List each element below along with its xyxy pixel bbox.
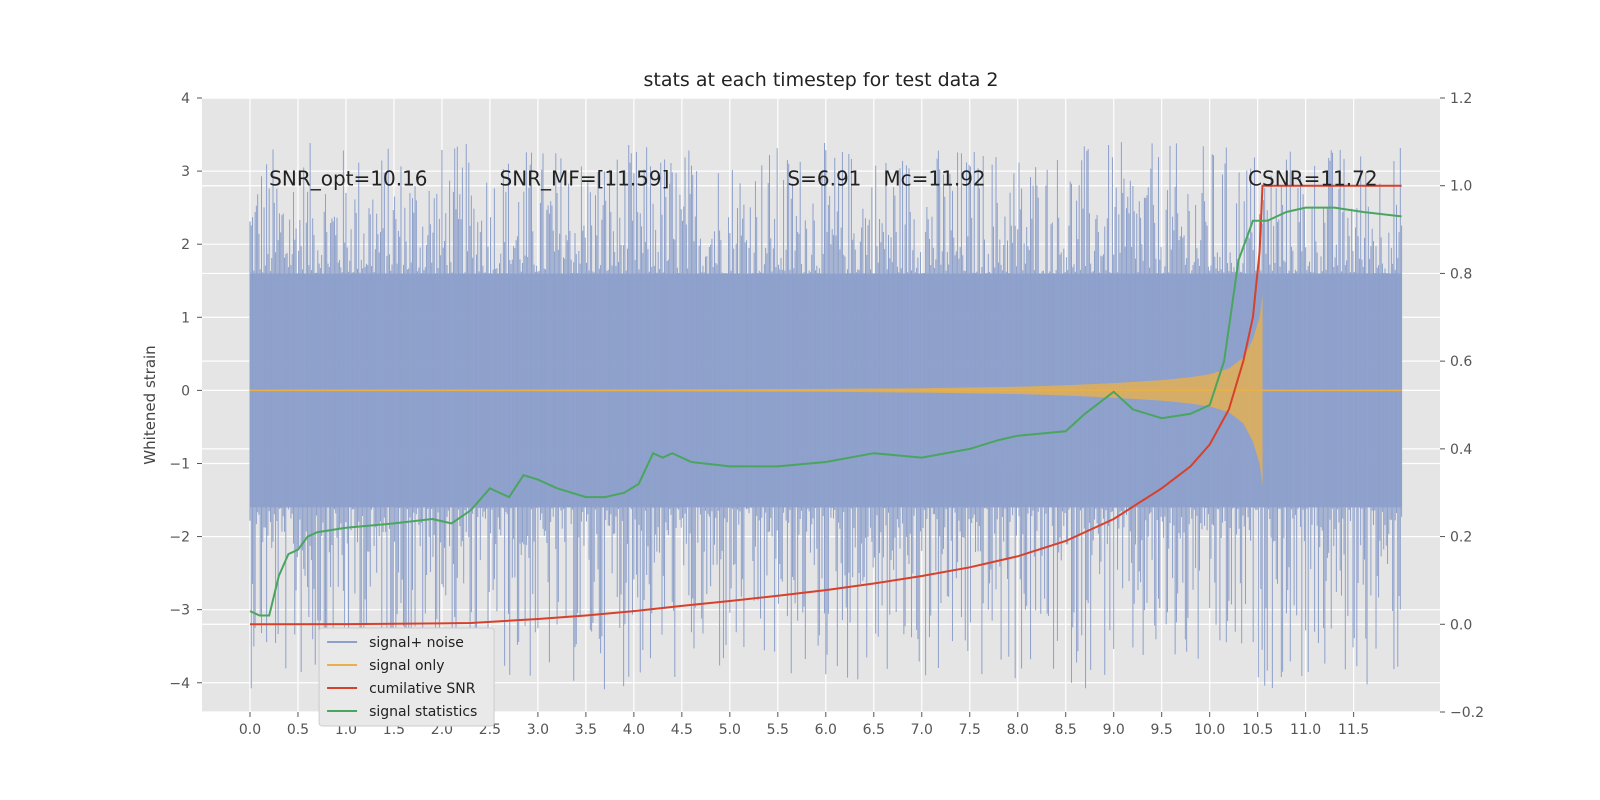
y-right-tick-label: 0.6 bbox=[1450, 354, 1472, 370]
legend-label: signal+ noise bbox=[369, 635, 464, 651]
x-tick-label: 7.0 bbox=[911, 722, 933, 738]
legend-label: cumilative SNR bbox=[369, 681, 476, 697]
y-left-tick-label: −3 bbox=[169, 603, 190, 619]
annotation-csnr: CSNR=11.72 bbox=[1248, 166, 1378, 190]
x-tick-label: 5.5 bbox=[767, 722, 789, 738]
y-axis-right-ticks: 1.2 1.0 0.8 0.6 0.4 0.2 0.0 −0.2 bbox=[1440, 91, 1484, 721]
x-tick-label: 0.0 bbox=[239, 722, 261, 738]
x-tick-label: 5.0 bbox=[719, 722, 741, 738]
y-right-tick-label: −0.2 bbox=[1450, 705, 1484, 721]
legend-label: signal only bbox=[369, 658, 444, 674]
x-tick-label: 6.5 bbox=[863, 722, 885, 738]
y-right-tick-label: 0.0 bbox=[1450, 617, 1472, 633]
y-right-tick-label: 0.2 bbox=[1450, 530, 1472, 546]
legend-box bbox=[318, 627, 495, 727]
annotation-mc-value: Mc=11.92 bbox=[883, 166, 985, 190]
annotation-snr-opt: SNR_opt=10.16 bbox=[269, 166, 427, 190]
x-tick-label: 7.5 bbox=[959, 722, 981, 738]
y-axis-left-ticks: 4 3 2 1 0 −1 −2 −3 −4 bbox=[169, 91, 202, 692]
y-left-tick-label: 3 bbox=[181, 164, 190, 180]
y-axis-label: Whitened strain bbox=[141, 345, 159, 464]
legend: signal+ noise signal only cumilative SNR si… bbox=[318, 627, 495, 727]
x-tick-label: 6.0 bbox=[815, 722, 837, 738]
y-right-tick-label: 1.0 bbox=[1450, 179, 1472, 195]
x-tick-label: 8.5 bbox=[1055, 722, 1077, 738]
x-tick-label: 10.5 bbox=[1242, 722, 1273, 738]
x-tick-label: 10.0 bbox=[1194, 722, 1225, 738]
y-left-tick-label: −1 bbox=[169, 456, 190, 472]
series-signal-only bbox=[249, 295, 1402, 486]
line-signal-statistics bbox=[249, 206, 1402, 617]
x-tick-label: 3.0 bbox=[527, 722, 549, 738]
x-tick-label: 9.0 bbox=[1103, 722, 1125, 738]
y-right-tick-label: 1.2 bbox=[1450, 91, 1472, 107]
x-tick-label: 0.5 bbox=[287, 722, 309, 738]
y-left-tick-label: 0 bbox=[181, 383, 190, 399]
x-tick-label: 8.0 bbox=[1007, 722, 1029, 738]
series-signal-noise bbox=[249, 142, 1403, 690]
legend-label: signal statistics bbox=[369, 704, 477, 720]
y-left-tick-label: 2 bbox=[181, 237, 190, 253]
series-lines bbox=[249, 184, 1402, 626]
y-right-tick-label: 0.8 bbox=[1450, 266, 1472, 282]
y-right-tick-label: 0.4 bbox=[1450, 442, 1472, 458]
x-tick-label: 11.5 bbox=[1338, 722, 1369, 738]
annotation-snr-mf: SNR_MF=[11.59] bbox=[500, 166, 670, 190]
x-tick-label: 11.0 bbox=[1290, 722, 1321, 738]
x-tick-label: 3.5 bbox=[575, 722, 597, 738]
x-tick-label: 9.5 bbox=[1151, 722, 1173, 738]
annotations: SNR_opt=10.16 SNR_MF=[11.59] S=6.91 Mc=11.9… bbox=[269, 166, 1377, 190]
x-tick-label: 4.5 bbox=[671, 722, 693, 738]
line-cumilative-snr bbox=[249, 184, 1402, 626]
y-left-tick-label: 1 bbox=[181, 310, 190, 326]
annotation-s-value: S=6.91 bbox=[787, 166, 861, 190]
chart-title: stats at each timestep for test data 2 bbox=[643, 69, 998, 91]
y-left-tick-label: −2 bbox=[169, 530, 190, 546]
x-tick-label: 4.0 bbox=[623, 722, 645, 738]
y-left-tick-label: 4 bbox=[181, 91, 190, 107]
y-left-tick-label: −4 bbox=[169, 676, 190, 692]
